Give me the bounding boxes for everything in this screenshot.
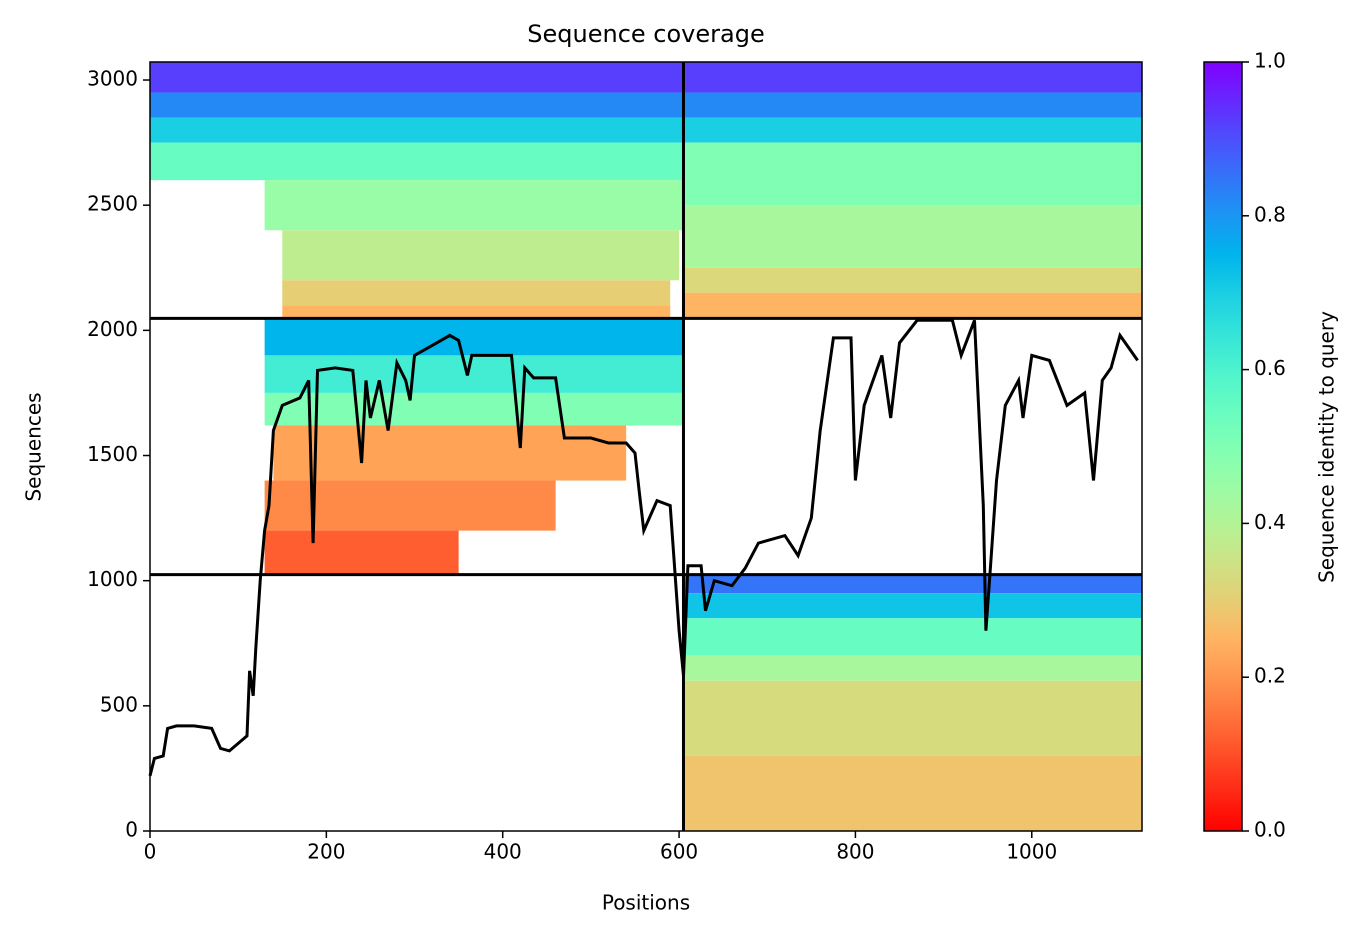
heatmap-block (683, 62, 1142, 93)
coverage-line (148, 318, 1139, 777)
heatmap-block (282, 280, 671, 306)
chart-title: Sequence coverage (527, 20, 764, 48)
heatmap-block (264, 318, 684, 356)
colorbar-tick-label: 0.8 (1254, 202, 1286, 226)
x-axis-label: Positions (602, 891, 690, 915)
heatmap-block (264, 392, 684, 426)
colorbar-tick-label: 0.2 (1254, 664, 1286, 688)
colorbar-tick-label: 0.0 (1254, 818, 1286, 842)
heatmap-block (273, 425, 627, 481)
heatmap-block (150, 142, 684, 181)
y-tick-label: 2000 (87, 317, 138, 341)
heatmap-block (150, 92, 684, 118)
heatmap-block (683, 292, 1142, 319)
heatmap-block (683, 117, 1142, 143)
heatmap-block (264, 530, 459, 575)
colorbar-tick-label: 0.6 (1254, 356, 1286, 380)
y-tick-label: 0 (125, 818, 138, 842)
heatmap-block (150, 117, 684, 143)
colorbar-tick-label: 0.4 (1254, 510, 1286, 534)
y-tick-label: 500 (100, 692, 138, 716)
x-tick-label: 200 (307, 840, 345, 864)
heatmap-block (150, 62, 684, 93)
x-tick-label: 800 (836, 840, 874, 864)
x-tick-label: 0 (144, 840, 157, 864)
colorbar (1203, 61, 1243, 832)
heatmap-block (683, 267, 1142, 293)
heatmap-block (282, 230, 680, 281)
y-tick-label: 1000 (87, 567, 138, 591)
heatmap-block (683, 142, 1142, 206)
x-tick-label: 600 (660, 840, 698, 864)
y-tick-label: 3000 (87, 67, 138, 91)
x-tick-label: 400 (484, 840, 522, 864)
y-tick-label: 2500 (87, 192, 138, 216)
y-tick-label: 1500 (87, 442, 138, 466)
heatmap-block (683, 92, 1142, 118)
heatmap-block (683, 680, 1142, 756)
heatmap-block (264, 180, 684, 231)
heatmap-block (683, 574, 1142, 594)
x-tick-label: 1000 (1006, 840, 1057, 864)
heatmap-block (683, 655, 1142, 681)
plot-frame (149, 61, 1143, 832)
heatmap-block (683, 755, 1142, 831)
heatmap-block (264, 480, 556, 531)
colorbar-tick-label: 1.0 (1254, 49, 1286, 73)
heatmap-block (683, 618, 1142, 656)
y-axis-label: Sequences (22, 392, 46, 501)
heatmap-block (264, 355, 684, 393)
colorbar-label: Sequence identity to query (1315, 311, 1339, 583)
heatmap-block (683, 205, 1142, 268)
heatmap-block (683, 593, 1142, 619)
heatmap-block (282, 305, 671, 319)
